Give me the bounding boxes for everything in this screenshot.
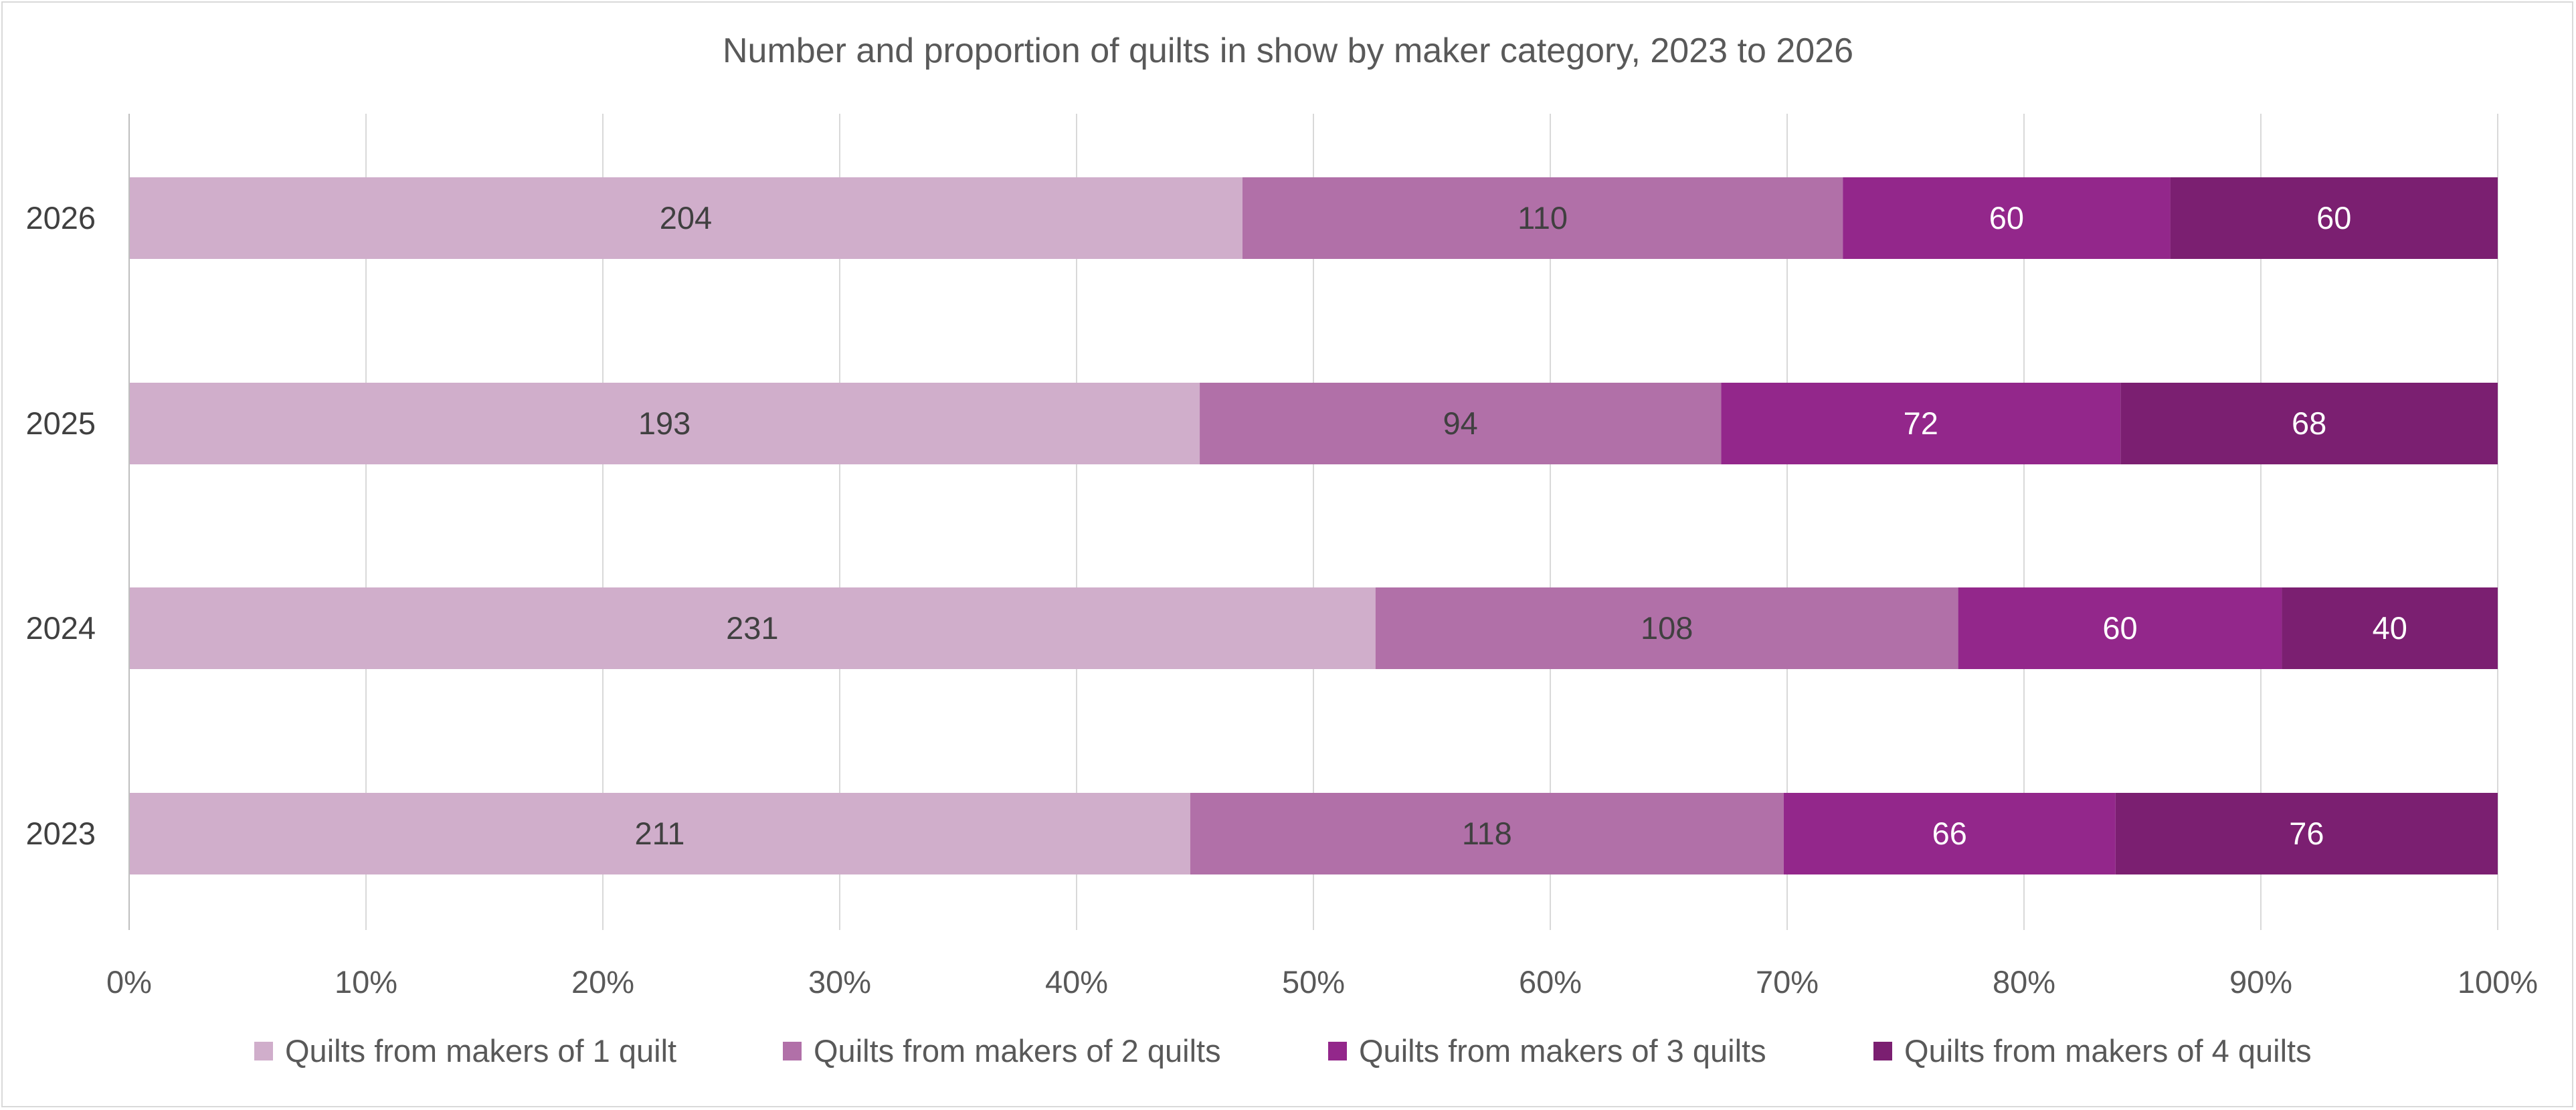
bar-segment	[1958, 587, 2282, 669]
data-label: 211	[634, 816, 684, 851]
x-tick-label: 10%	[335, 964, 397, 1000]
category-label: 2023	[25, 816, 96, 851]
bar-segment	[129, 383, 1200, 464]
data-label: 66	[1932, 816, 1967, 851]
x-tick-label: 80%	[1993, 964, 2055, 1000]
legend-label: Quilts from makers of 1 quilt	[285, 1033, 676, 1069]
data-label: 60	[2316, 200, 2351, 236]
axes: 0% 10% 20% 30% 40% 50% 60% 70% 80% 90% 100% 2026 202…	[25, 114, 2538, 1000]
x-tick-label: 0%	[106, 964, 152, 1000]
x-tick-label: 100%	[2458, 964, 2538, 1000]
data-label: 72	[1904, 405, 1938, 441]
bar-segment	[2120, 383, 2498, 464]
legend-swatch	[783, 1042, 802, 1060]
legend-item: Quilts from makers of 1 quilt	[254, 1033, 676, 1069]
bar-segment	[1783, 793, 2116, 874]
x-tick-label: 60%	[1519, 964, 1582, 1000]
bar-segment	[2115, 793, 2498, 874]
bar-segment	[129, 177, 1243, 259]
bars	[129, 177, 2498, 874]
category-label: 2024	[25, 610, 96, 646]
data-label: 108	[1641, 610, 1693, 646]
bar-segment	[1200, 383, 1722, 464]
bar-segment	[2282, 587, 2498, 669]
legend-item: Quilts from makers of 2 quilts	[783, 1033, 1221, 1069]
bar-segment	[1375, 587, 1958, 669]
x-tick-label: 20%	[571, 964, 634, 1000]
x-tick-label: 90%	[2229, 964, 2292, 1000]
data-label: 110	[1517, 200, 1568, 236]
bar-segment	[129, 793, 1190, 874]
data-labels: 204 110 60 60 193 94 72 68 231 108 60 40 211 118 66 76	[634, 200, 2407, 851]
data-label: 40	[2373, 610, 2407, 646]
legend: Quilts from makers of 1 quilt Quilts from…	[254, 1033, 2312, 1069]
legend-label: Quilts from makers of 2 quilts	[814, 1033, 1221, 1069]
data-label: 60	[1989, 200, 2024, 236]
data-label: 204	[660, 200, 712, 236]
data-label: 118	[1462, 816, 1512, 851]
legend-swatch	[254, 1042, 273, 1060]
category-label: 2026	[25, 200, 96, 236]
data-label: 94	[1443, 405, 1478, 441]
data-label: 193	[638, 405, 691, 441]
legend-swatch	[1328, 1042, 1347, 1060]
legend-item: Quilts from makers of 4 quilts	[1873, 1033, 2312, 1069]
bar-segment	[1843, 177, 2171, 259]
x-tick-label: 40%	[1045, 964, 1108, 1000]
legend-label: Quilts from makers of 4 quilts	[1904, 1033, 2312, 1069]
x-tick-label: 70%	[1756, 964, 1819, 1000]
data-label: 231	[726, 610, 778, 646]
legend-item: Quilts from makers of 3 quilts	[1328, 1033, 1766, 1069]
x-tick-label: 50%	[1282, 964, 1345, 1000]
legend-swatch	[1873, 1042, 1892, 1060]
bar-segment	[1190, 793, 1784, 874]
legend-label: Quilts from makers of 3 quilts	[1359, 1033, 1766, 1069]
x-tick-label: 30%	[808, 964, 871, 1000]
bar-segment	[1242, 177, 1843, 259]
bar-segment	[129, 587, 1376, 669]
bar-segment	[1721, 383, 2121, 464]
data-label: 76	[2289, 816, 2324, 851]
chart-title: Number and proportion of quilts in show …	[723, 31, 1853, 70]
data-label: 68	[2292, 405, 2326, 441]
data-label: 60	[2102, 610, 2137, 646]
category-label: 2025	[25, 405, 96, 441]
bar-segment	[2170, 177, 2498, 259]
